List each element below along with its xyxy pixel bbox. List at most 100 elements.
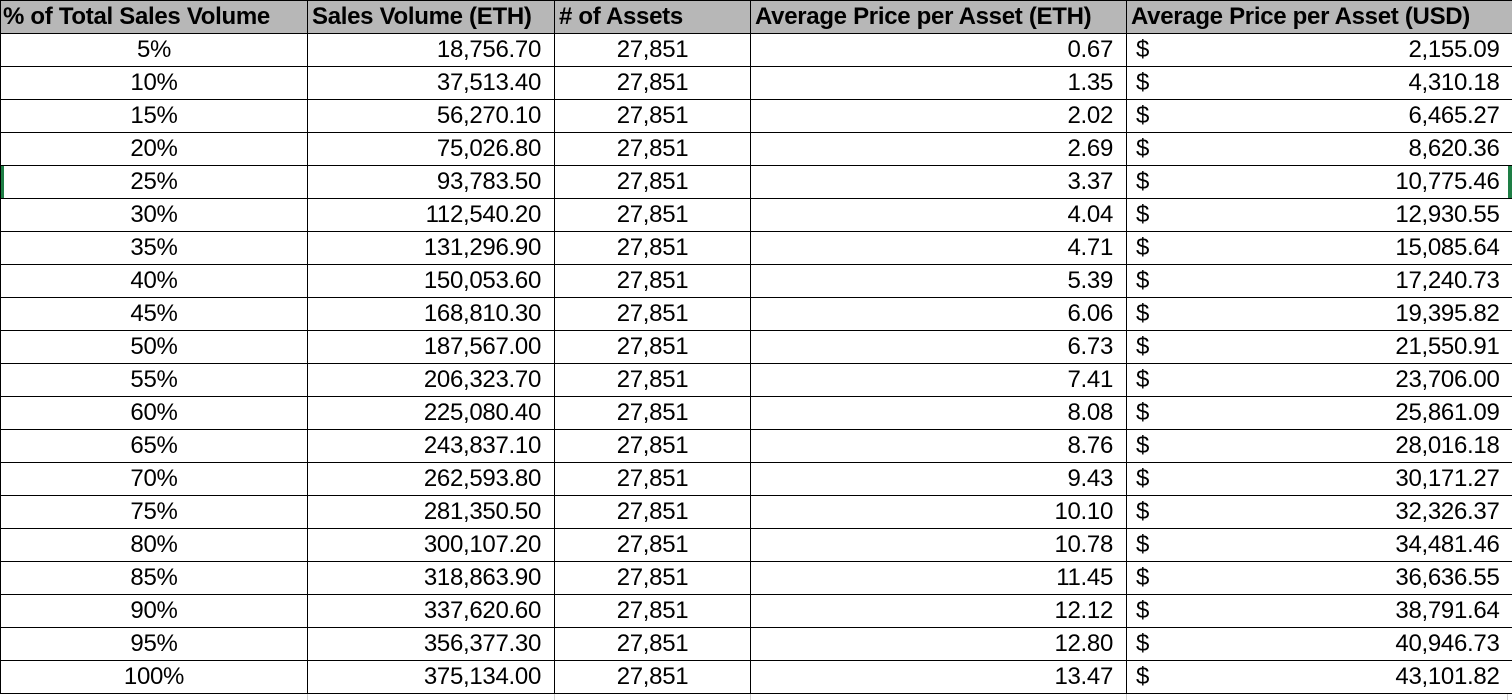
cell-avg-price-usd[interactable]: $10,775.46 — [1126, 165, 1512, 199]
cell-avg-price-usd[interactable]: $6,465.27 — [1126, 99, 1512, 133]
cell-avg-price-usd[interactable]: $19,395.82 — [1126, 297, 1512, 331]
cell-sales-volume-eth[interactable]: 112,540.20 — [307, 198, 555, 232]
column-header-num-assets[interactable]: # of Assets — [554, 0, 751, 34]
cell-percent-total-sales[interactable]: 5% — [0, 33, 308, 67]
cell-avg-price-usd[interactable]: $34,481.46 — [1126, 528, 1512, 562]
cell-num-assets[interactable]: 27,851 — [554, 330, 751, 364]
cell-avg-price-eth[interactable]: 0.67 — [750, 33, 1127, 67]
cell-num-assets[interactable]: 27,851 — [554, 264, 751, 298]
cell-avg-price-eth[interactable]: 9.43 — [750, 462, 1127, 496]
cell-num-assets[interactable]: 27,851 — [554, 561, 751, 595]
cell-percent-total-sales[interactable]: 40% — [0, 264, 308, 298]
cell-num-assets[interactable]: 27,851 — [554, 495, 751, 529]
cell-sales-volume-eth[interactable]: 375,134.00 — [307, 660, 555, 694]
cell-num-assets[interactable]: 27,851 — [554, 66, 751, 100]
column-header-sales-volume-eth[interactable]: Sales Volume (ETH) — [307, 0, 555, 34]
cell-avg-price-eth[interactable]: 3.37 — [750, 165, 1127, 199]
cell-percent-total-sales[interactable]: 65% — [0, 429, 308, 463]
cell-sales-volume-eth[interactable]: 150,053.60 — [307, 264, 555, 298]
cell-avg-price-usd[interactable]: $32,326.37 — [1126, 495, 1512, 529]
cell-num-assets[interactable]: 27,851 — [554, 627, 751, 661]
cell-percent-total-sales[interactable]: 30% — [0, 198, 308, 232]
cell-percent-total-sales[interactable]: 55% — [0, 363, 308, 397]
cell-avg-price-usd[interactable]: $21,550.91 — [1126, 330, 1512, 364]
cell-avg-price-eth[interactable]: 2.02 — [750, 99, 1127, 133]
cell-percent-total-sales[interactable]: 25% — [0, 165, 308, 199]
cell-percent-total-sales[interactable]: 90% — [0, 594, 308, 628]
cell-sales-volume-eth[interactable]: 356,377.30 — [307, 627, 555, 661]
cell-avg-price-eth[interactable]: 6.73 — [750, 330, 1127, 364]
cell-sales-volume-eth[interactable]: 168,810.30 — [307, 297, 555, 331]
cell-avg-price-usd[interactable]: $4,310.18 — [1126, 66, 1512, 100]
cell-num-assets[interactable]: 27,851 — [554, 297, 751, 331]
cell-num-assets[interactable]: 27,851 — [554, 363, 751, 397]
cell-num-assets[interactable]: 27,851 — [554, 528, 751, 562]
cell-sales-volume-eth[interactable]: 18,756.70 — [307, 33, 555, 67]
column-header-percent-total-sales[interactable]: % of Total Sales Volume — [0, 0, 308, 34]
cell-sales-volume-eth[interactable]: 243,837.10 — [307, 429, 555, 463]
cell-percent-total-sales[interactable]: 75% — [0, 495, 308, 529]
cell-avg-price-eth[interactable]: 4.71 — [750, 231, 1127, 265]
cell-sales-volume-eth[interactable]: 56,270.10 — [307, 99, 555, 133]
cell-avg-price-usd[interactable]: $38,791.64 — [1126, 594, 1512, 628]
cell-avg-price-eth[interactable]: 10.78 — [750, 528, 1127, 562]
cell-avg-price-usd[interactable]: $12,930.55 — [1126, 198, 1512, 232]
cell-percent-total-sales[interactable]: 50% — [0, 330, 308, 364]
cell-avg-price-usd[interactable]: $17,240.73 — [1126, 264, 1512, 298]
cell-avg-price-usd[interactable]: $25,861.09 — [1126, 396, 1512, 430]
cell-num-assets[interactable]: 27,851 — [554, 660, 751, 694]
cell-num-assets[interactable]: 27,851 — [554, 594, 751, 628]
cell-avg-price-eth[interactable]: 5.39 — [750, 264, 1127, 298]
cell-avg-price-usd[interactable]: $8,620.36 — [1126, 132, 1512, 166]
cell-percent-total-sales[interactable]: 95% — [0, 627, 308, 661]
cell-avg-price-usd[interactable]: $15,085.64 — [1126, 231, 1512, 265]
cell-avg-price-eth[interactable]: 7.41 — [750, 363, 1127, 397]
cell-num-assets[interactable]: 27,851 — [554, 33, 751, 67]
cell-avg-price-eth[interactable]: 6.06 — [750, 297, 1127, 331]
cell-percent-total-sales[interactable]: 60% — [0, 396, 308, 430]
cell-sales-volume-eth[interactable]: 281,350.50 — [307, 495, 555, 529]
cell-avg-price-usd[interactable]: $43,101.82 — [1126, 660, 1512, 694]
cell-percent-total-sales[interactable]: 35% — [0, 231, 308, 265]
cell-num-assets[interactable]: 27,851 — [554, 231, 751, 265]
cell-sales-volume-eth[interactable]: 337,620.60 — [307, 594, 555, 628]
cell-avg-price-eth[interactable]: 13.47 — [750, 660, 1127, 694]
cell-percent-total-sales[interactable]: 70% — [0, 462, 308, 496]
cell-avg-price-eth[interactable]: 1.35 — [750, 66, 1127, 100]
cell-avg-price-usd[interactable]: $28,016.18 — [1126, 429, 1512, 463]
cell-num-assets[interactable]: 27,851 — [554, 165, 751, 199]
cell-percent-total-sales[interactable]: 85% — [0, 561, 308, 595]
cell-num-assets[interactable]: 27,851 — [554, 132, 751, 166]
cell-percent-total-sales[interactable]: 100% — [0, 660, 308, 694]
cell-percent-total-sales[interactable]: 10% — [0, 66, 308, 100]
cell-percent-total-sales[interactable]: 20% — [0, 132, 308, 166]
column-header-avg-price-eth[interactable]: Average Price per Asset (ETH) — [750, 0, 1127, 34]
cell-avg-price-eth[interactable]: 11.45 — [750, 561, 1127, 595]
cell-sales-volume-eth[interactable]: 93,783.50 — [307, 165, 555, 199]
column-header-avg-price-usd[interactable]: Average Price per Asset (USD) — [1126, 0, 1512, 34]
cell-sales-volume-eth[interactable]: 262,593.80 — [307, 462, 555, 496]
cell-sales-volume-eth[interactable]: 131,296.90 — [307, 231, 555, 265]
cell-sales-volume-eth[interactable]: 318,863.90 — [307, 561, 555, 595]
cell-avg-price-eth[interactable]: 10.10 — [750, 495, 1127, 529]
cell-num-assets[interactable]: 27,851 — [554, 429, 751, 463]
cell-percent-total-sales[interactable]: 15% — [0, 99, 308, 133]
cell-num-assets[interactable]: 27,851 — [554, 396, 751, 430]
cell-avg-price-eth[interactable]: 12.80 — [750, 627, 1127, 661]
cell-avg-price-usd[interactable]: $23,706.00 — [1126, 363, 1512, 397]
cell-sales-volume-eth[interactable]: 206,323.70 — [307, 363, 555, 397]
cell-avg-price-eth[interactable]: 8.76 — [750, 429, 1127, 463]
cell-percent-total-sales[interactable]: 45% — [0, 297, 308, 331]
cell-sales-volume-eth[interactable]: 37,513.40 — [307, 66, 555, 100]
cell-sales-volume-eth[interactable]: 300,107.20 — [307, 528, 555, 562]
cell-avg-price-usd[interactable]: $30,171.27 — [1126, 462, 1512, 496]
cell-sales-volume-eth[interactable]: 187,567.00 — [307, 330, 555, 364]
cell-num-assets[interactable]: 27,851 — [554, 99, 751, 133]
cell-sales-volume-eth[interactable]: 225,080.40 — [307, 396, 555, 430]
cell-num-assets[interactable]: 27,851 — [554, 462, 751, 496]
cell-sales-volume-eth[interactable]: 75,026.80 — [307, 132, 555, 166]
cell-num-assets[interactable]: 27,851 — [554, 198, 751, 232]
cell-avg-price-usd[interactable]: $40,946.73 — [1126, 627, 1512, 661]
cell-avg-price-eth[interactable]: 8.08 — [750, 396, 1127, 430]
cell-avg-price-eth[interactable]: 12.12 — [750, 594, 1127, 628]
